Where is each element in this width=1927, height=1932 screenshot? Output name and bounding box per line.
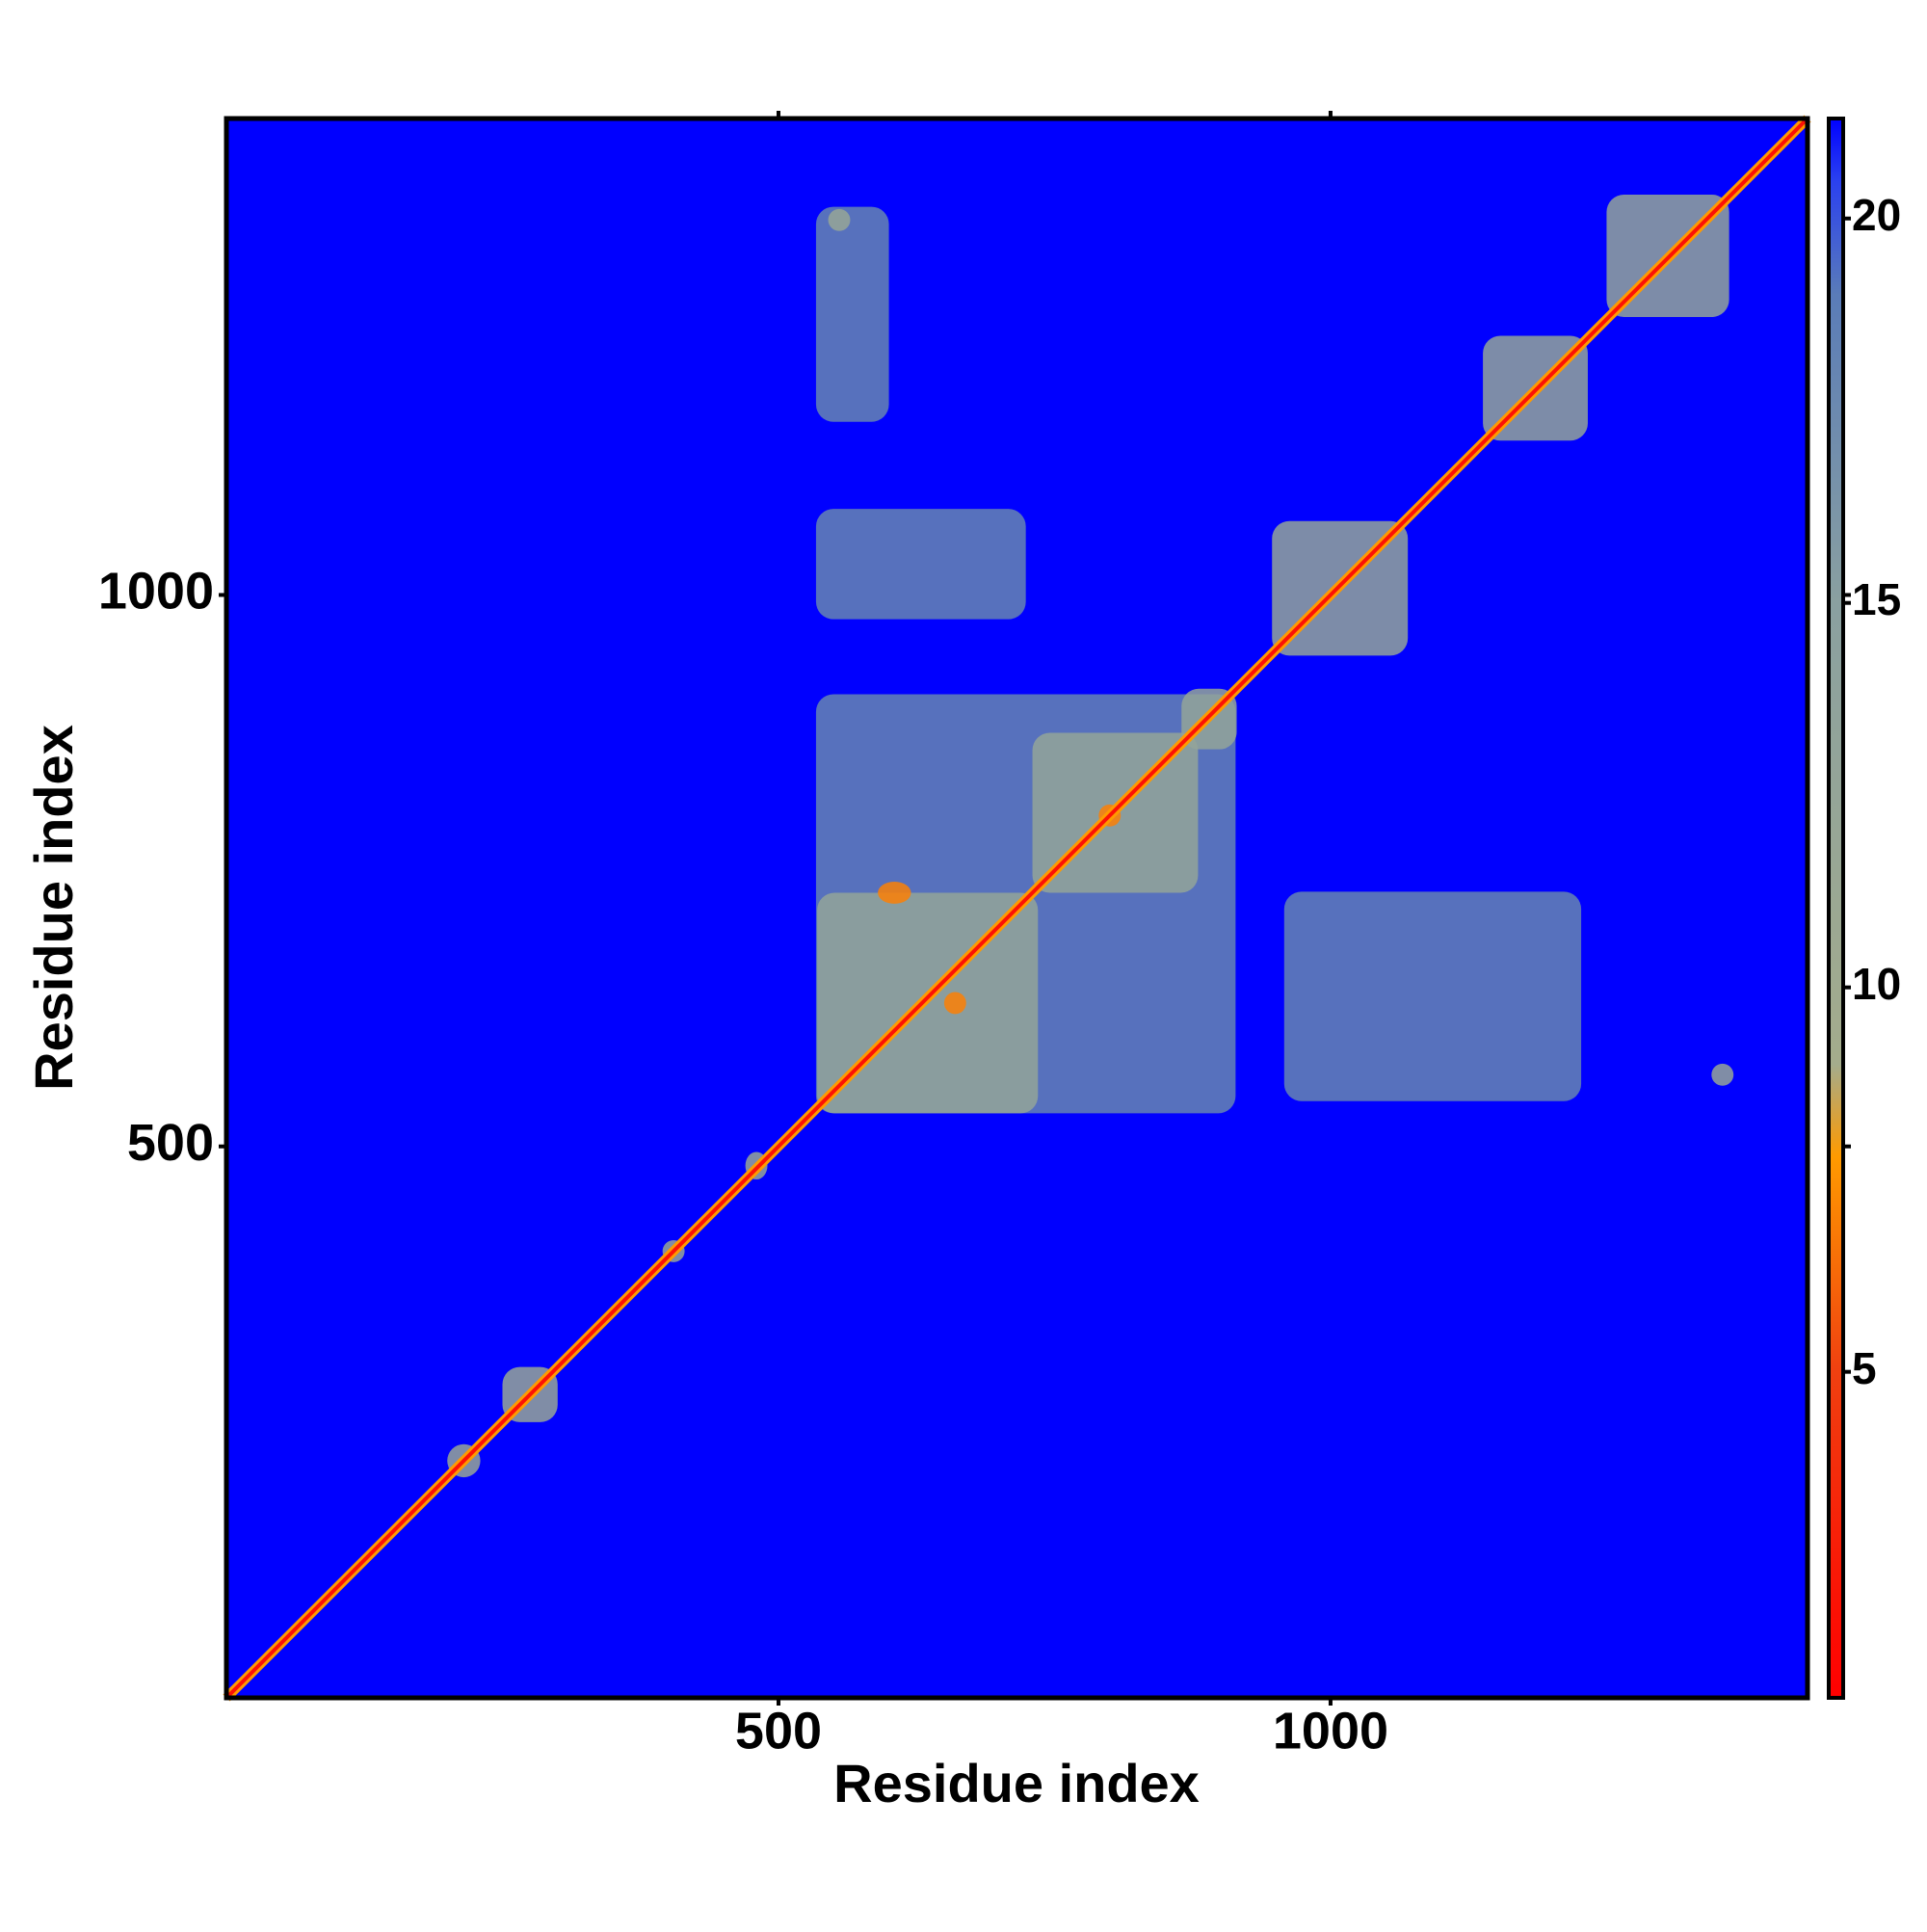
heat-cell bbox=[1283, 891, 1582, 1101]
colorbar bbox=[1827, 117, 1845, 1700]
colorbar-tick-label: 5 bbox=[1852, 1343, 1877, 1393]
plot-frame bbox=[224, 116, 1810, 1701]
heat-cell bbox=[943, 992, 966, 1015]
y-tick-label: 1000 bbox=[98, 563, 214, 621]
colorbar-tick-label: 10 bbox=[1852, 959, 1901, 1009]
x-axis-title: Residue index bbox=[833, 1753, 1200, 1813]
heat-cell bbox=[1711, 1063, 1734, 1086]
heat-cell bbox=[815, 206, 889, 422]
heat-cell bbox=[828, 208, 851, 231]
x-tick-label: 1000 bbox=[1273, 1702, 1388, 1760]
heat-cell bbox=[815, 509, 1026, 620]
y-tick-label: 500 bbox=[127, 1114, 214, 1172]
colorbar-tick-label: 15 bbox=[1852, 574, 1901, 624]
colorbar-tick-label: 20 bbox=[1852, 190, 1901, 240]
x-tick-label: 500 bbox=[735, 1702, 822, 1760]
diagonal-core bbox=[224, 117, 1809, 1700]
heat-cell bbox=[878, 882, 911, 904]
y-axis-title: Residue index bbox=[23, 725, 84, 1091]
